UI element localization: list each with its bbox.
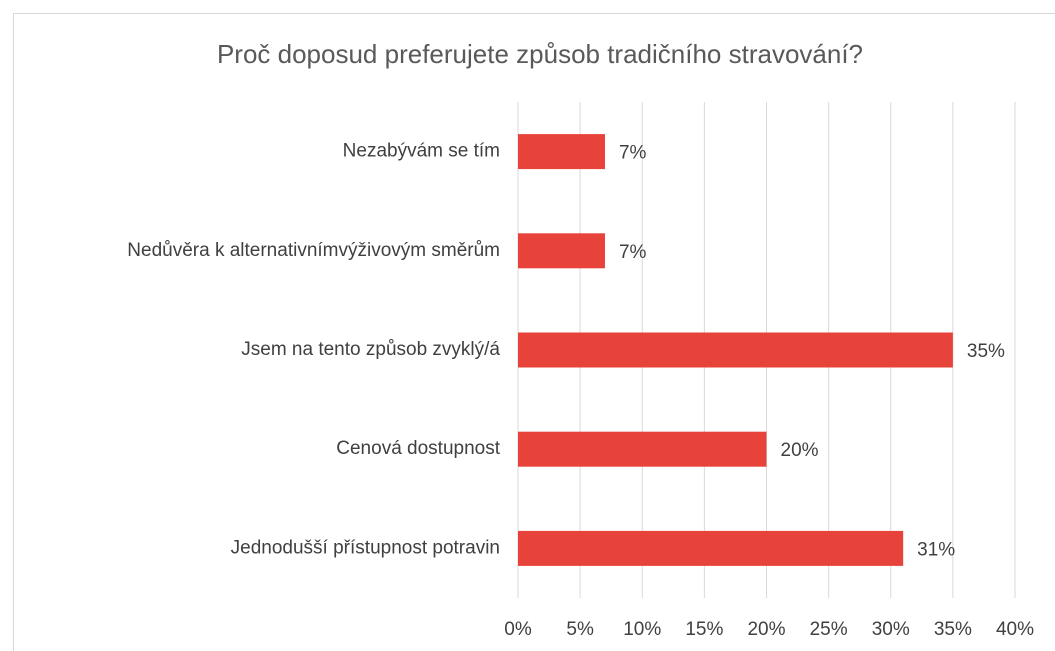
bar bbox=[518, 530, 904, 566]
bar bbox=[518, 134, 605, 170]
x-tick-label: 30% bbox=[872, 619, 910, 640]
x-tick-label: 0% bbox=[504, 619, 532, 640]
y-tick-label: Jednodušší přístupnost potravin bbox=[231, 537, 500, 558]
x-tick-label: 5% bbox=[566, 619, 594, 640]
y-tick-label: Jsem na tento způsob zvyklý/á bbox=[241, 339, 500, 360]
y-tick-label: Cenová dostupnost bbox=[336, 438, 500, 459]
data-label: 31% bbox=[917, 539, 955, 560]
x-tick-label: 10% bbox=[623, 619, 661, 640]
x-tick-label: 15% bbox=[685, 619, 723, 640]
x-tick-label: 25% bbox=[810, 619, 848, 640]
y-tick-label: Nedůvěra k alternativnímvýživovým směrům bbox=[127, 240, 500, 261]
x-tick-label: 35% bbox=[934, 619, 972, 640]
y-tick-label: Nezabývám se tím bbox=[343, 141, 500, 162]
data-label: 7% bbox=[619, 242, 647, 263]
bar bbox=[518, 332, 953, 368]
data-label: 7% bbox=[619, 143, 647, 164]
chart-title: Proč doposud preferujete způsob tradiční… bbox=[217, 39, 863, 69]
x-tick-label: 40% bbox=[996, 619, 1034, 640]
data-label: 20% bbox=[781, 440, 819, 461]
x-tick-label: 20% bbox=[747, 619, 785, 640]
bar bbox=[518, 431, 767, 467]
data-label: 35% bbox=[967, 341, 1005, 362]
bar bbox=[518, 233, 605, 269]
